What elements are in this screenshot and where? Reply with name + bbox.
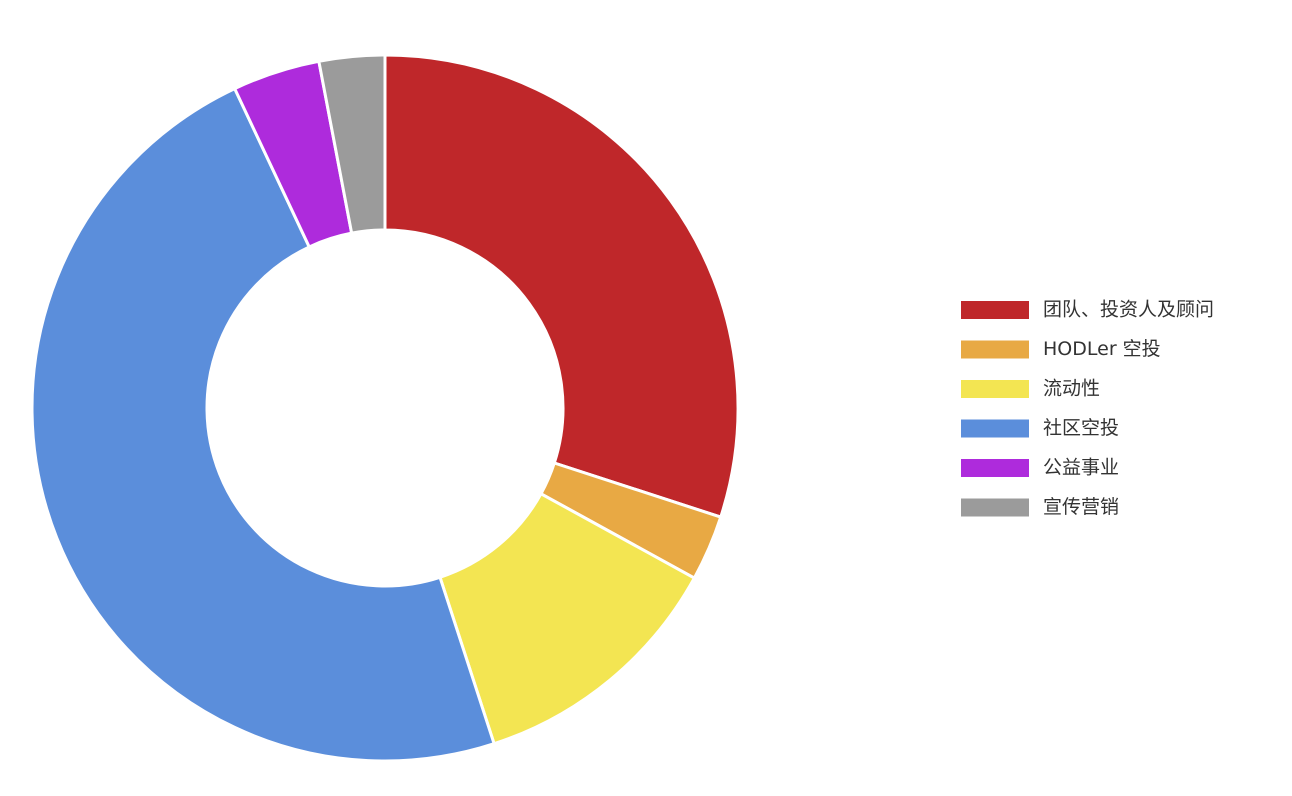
- legend-swatch: [961, 301, 1029, 319]
- legend-swatch: [961, 340, 1029, 359]
- donut-slice: [317, 53, 387, 235]
- legend-swatch: [961, 498, 1029, 517]
- legend-label: 社区空投: [1043, 417, 1119, 439]
- donut-slice: [30, 86, 496, 763]
- legend-label: 宣传营销: [1043, 496, 1119, 518]
- legend-swatch: [961, 459, 1029, 477]
- legend-label: 团队、投资人及顾问: [1043, 299, 1214, 321]
- legend-label: 流动性: [1043, 378, 1100, 400]
- legend-label: HODLer 空投: [1043, 338, 1161, 360]
- legend-swatch: [961, 419, 1029, 438]
- legend-swatch: [961, 380, 1029, 398]
- donut-slice: [383, 53, 740, 519]
- legend-label: 公益事业: [1043, 457, 1119, 479]
